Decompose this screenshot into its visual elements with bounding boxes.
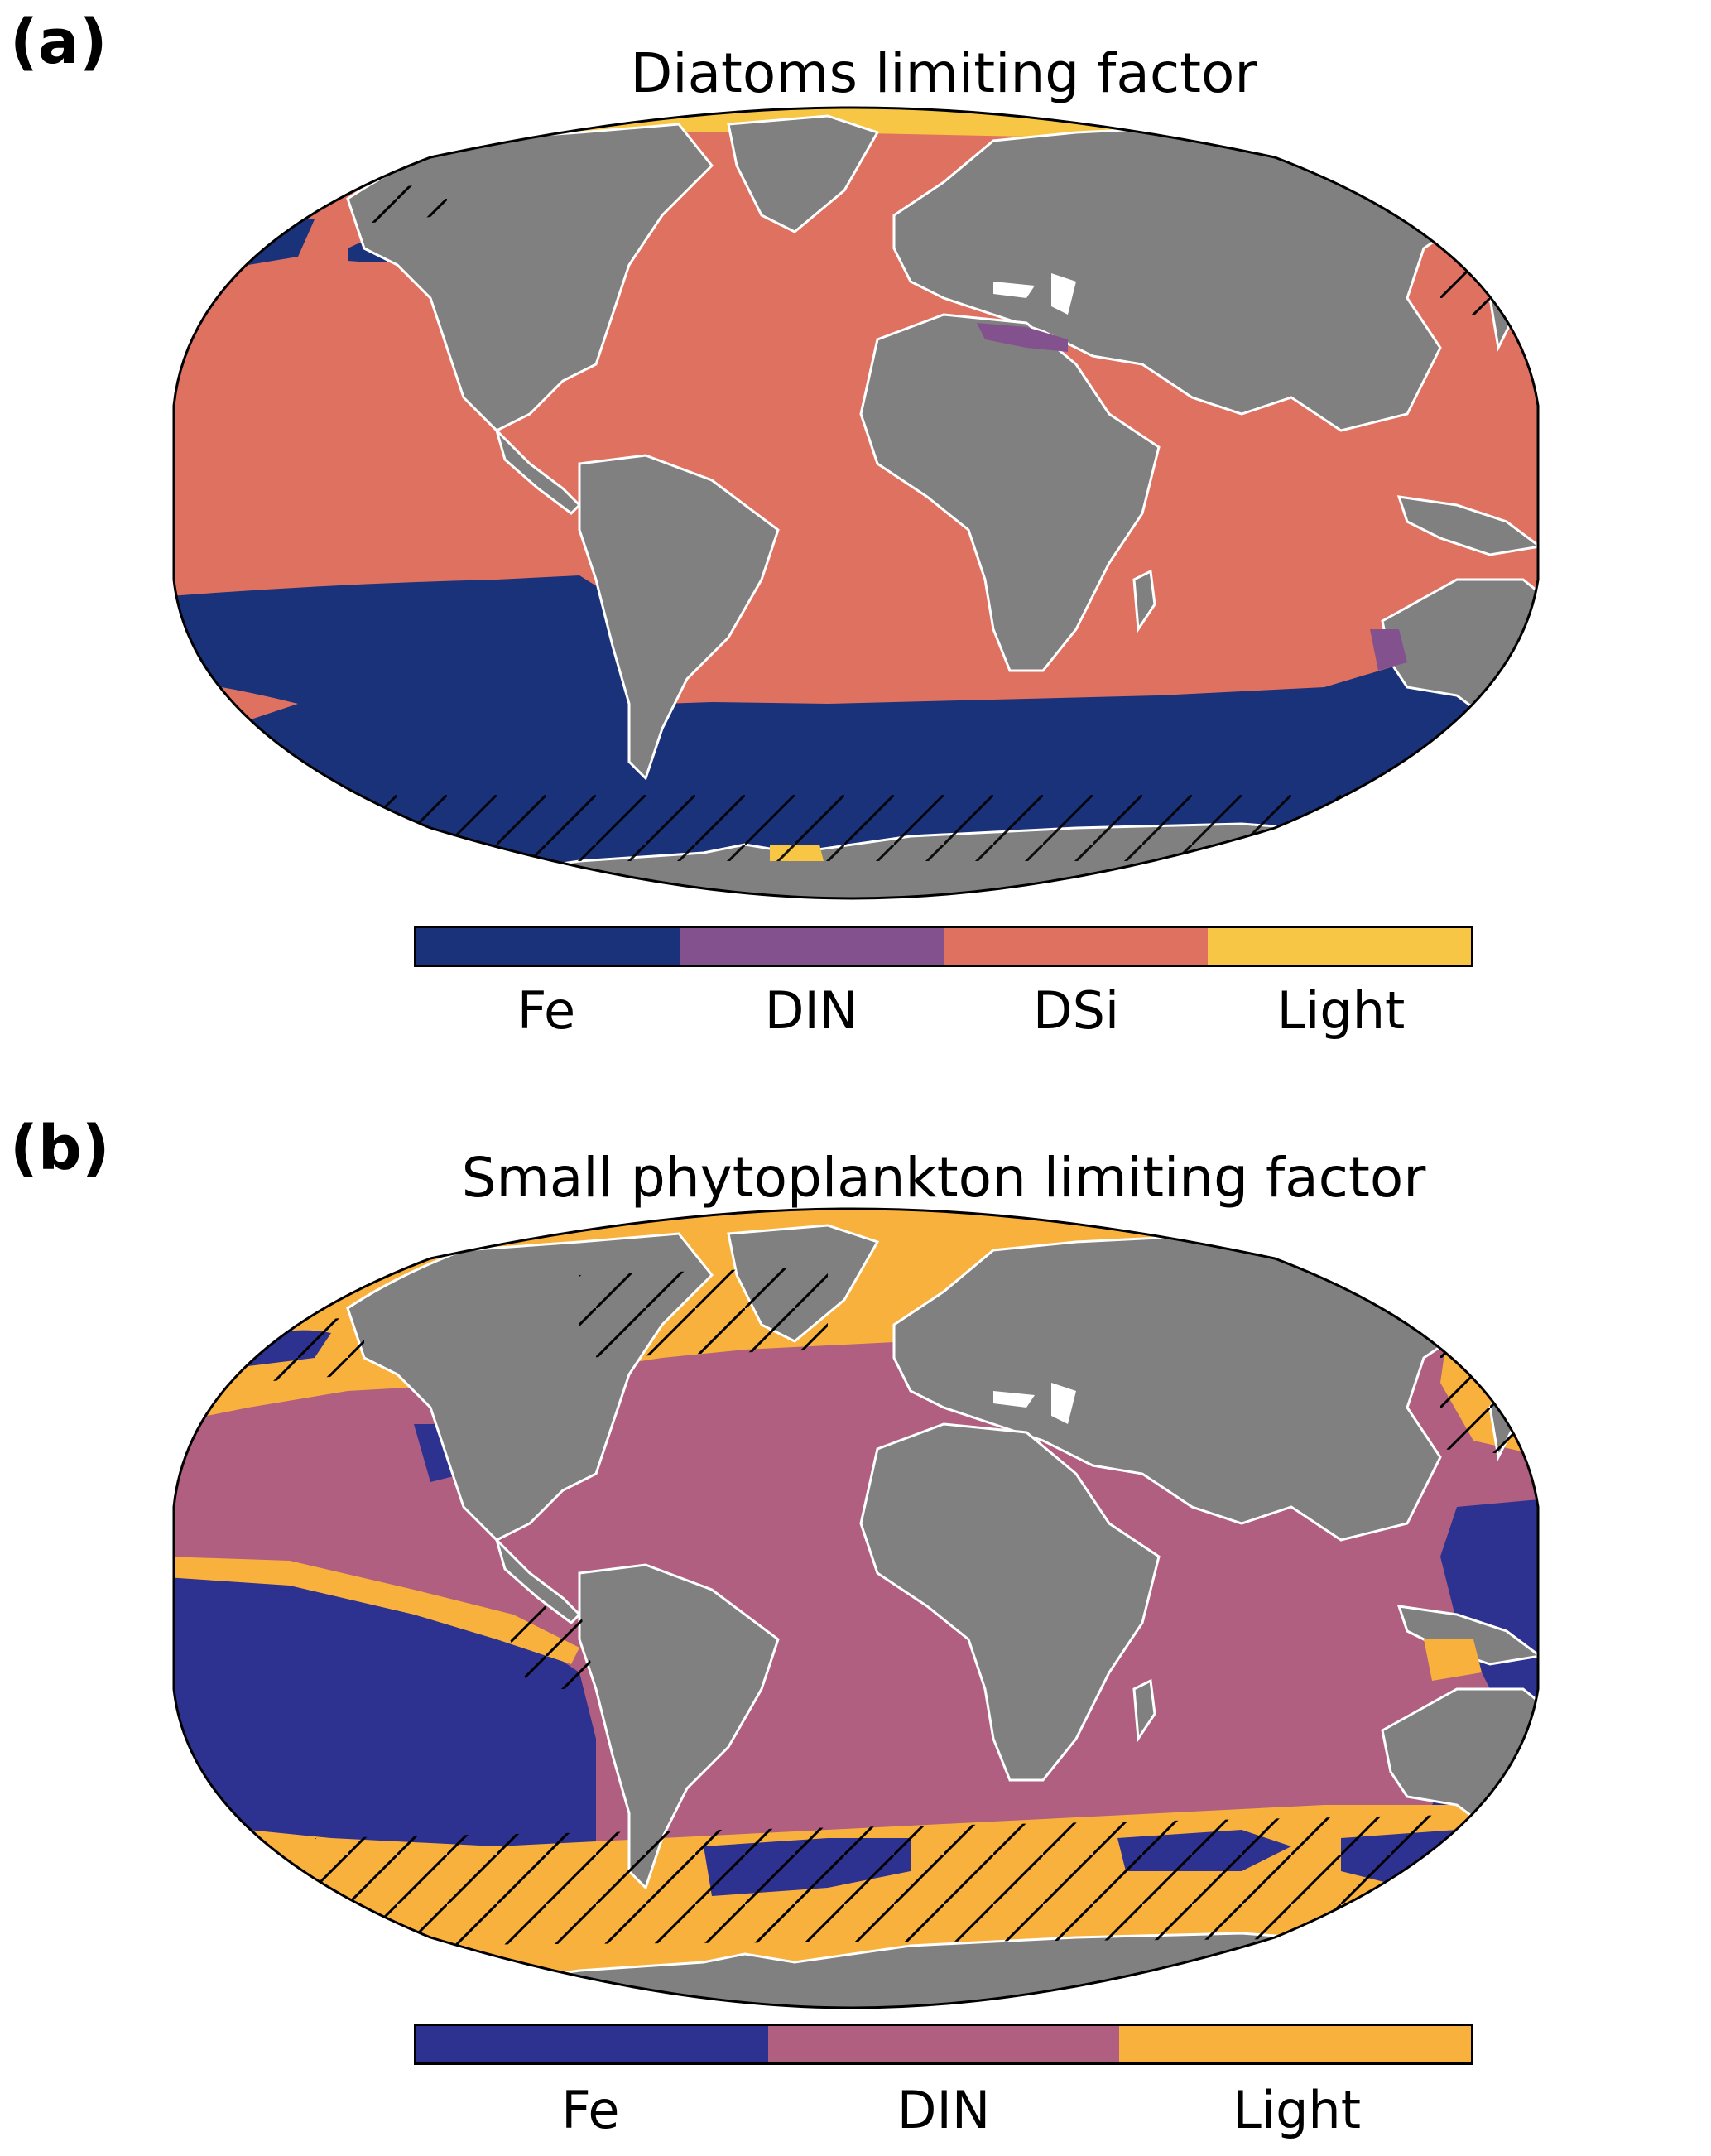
panel-a-title: Diatoms limiting factor (630, 41, 1257, 105)
land-central-america (493, 426, 582, 515)
hatch-area-a-nw (364, 182, 447, 224)
inland-sea-caspian (1051, 1383, 1076, 1424)
panel-b-letter: (b) (10, 1113, 110, 1184)
inland-sea-caspian (1051, 273, 1076, 315)
hatch-area-b-south (315, 1813, 1538, 1946)
inland-sea-black (993, 282, 1035, 298)
cbar-a-fe (416, 928, 680, 965)
cbar-a-label-fe: Fe (517, 980, 576, 1041)
panel-b-colorbar-labels: Fe DIN Light (414, 2085, 1473, 2136)
cbar-a-label-dsi: DSi (1032, 980, 1120, 1041)
hatch-area-b-north (579, 1267, 828, 1358)
panel-b-map (172, 1207, 1631, 2009)
din-region-w-australia (1370, 629, 1407, 671)
light-region-eq-east (174, 1557, 579, 1664)
panel-a-map (172, 106, 1680, 900)
hatch-area-b-ne (1440, 1316, 1538, 1457)
light-region-se-asia (1424, 1639, 1482, 1681)
land-south-america (578, 454, 780, 781)
land-new-zealand (1606, 1764, 1631, 1822)
fe-region-east-pacific (174, 1573, 596, 1904)
land-madagascar (1132, 1678, 1156, 1743)
panel-b-colorbar (414, 2024, 1473, 2065)
cbar-b-label-fe: Fe (561, 2080, 620, 2140)
land-africa (859, 1422, 1161, 1782)
cbar-b-light (1119, 2026, 1472, 2062)
cbar-a-label-din: DIN (764, 980, 858, 1041)
cbar-b-label-din: DIN (896, 2080, 991, 2140)
cbar-a-label-light: Light (1276, 980, 1406, 1041)
cbar-b-din (767, 2026, 1120, 2062)
cbar-a-light (1207, 928, 1471, 965)
land-africa (859, 313, 1161, 672)
land-greenland (727, 114, 880, 233)
land-madagascar (1132, 569, 1156, 633)
cbar-b-fe (416, 2026, 768, 2062)
cbar-a-din (680, 928, 944, 965)
panel-a-colorbar-labels: Fe DIN DSi Light (414, 985, 1473, 1037)
land-new-zealand (1606, 654, 1631, 712)
inland-sea-black (993, 1391, 1035, 1408)
panel-a-colorbar (414, 926, 1473, 967)
cbar-a-dsi (944, 928, 1208, 965)
map-b-outline (172, 1207, 1540, 2009)
hatch-area-b-eq (497, 1606, 596, 1689)
panel-b-title: Small phytoplankton limiting factor (461, 1146, 1426, 1210)
land-indonesia (1396, 495, 1538, 556)
cbar-b-label-light: Light (1233, 2080, 1362, 2140)
land-indonesia (1396, 1605, 1538, 1666)
map-a-outline (172, 106, 1540, 900)
hatch-area-a-south (348, 795, 1473, 861)
fe-region-tasman (1589, 596, 1680, 654)
din-region-mediterranean (977, 323, 1068, 352)
panel-a-letter: (a) (10, 7, 108, 78)
